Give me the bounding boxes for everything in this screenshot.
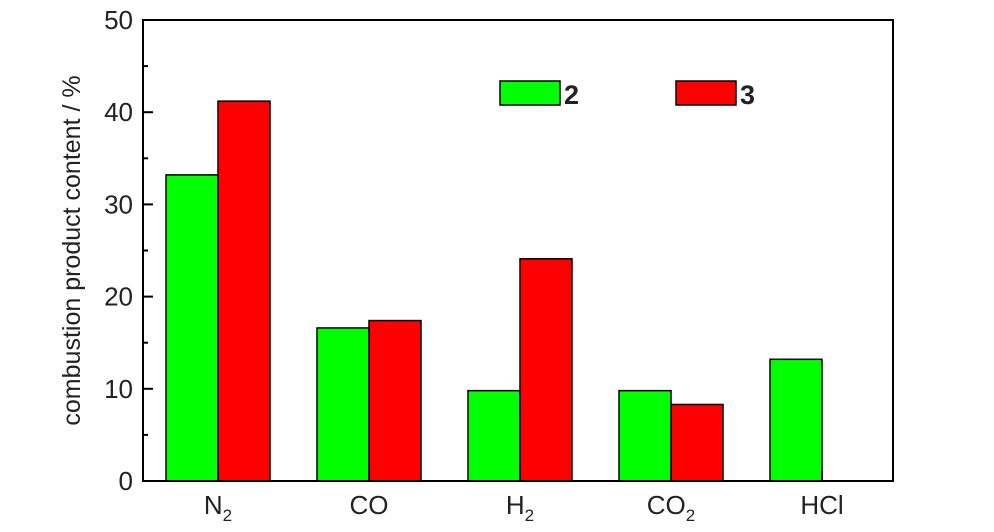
bar-series-3-h2 xyxy=(519,258,573,482)
x-axis-ticks: N2 CO H2 CO2 HCl xyxy=(204,471,844,525)
y-axis-title: combustion product content / % xyxy=(58,75,86,425)
y-tick-label: 10 xyxy=(104,374,133,404)
legend-swatch-3 xyxy=(675,80,737,106)
y-tick-label: 20 xyxy=(104,282,133,312)
y-tick-label: 30 xyxy=(104,189,133,219)
x-tick-label: H2 xyxy=(506,490,534,525)
bar-series-2-hcl xyxy=(769,358,823,482)
x-tick-label: HCl xyxy=(800,490,843,520)
y-tick-label: 50 xyxy=(104,5,133,35)
legend-swatch-2 xyxy=(499,80,561,106)
bar-series-3-co2 xyxy=(670,403,724,482)
bar-series-3-n2 xyxy=(217,100,271,482)
bars-group xyxy=(165,100,823,482)
legend-label-3: 3 xyxy=(740,80,755,110)
x-tick-label: CO2 xyxy=(647,490,695,525)
y-axis-title-group: combustion product content / % xyxy=(58,75,86,425)
bar-series-2-co2 xyxy=(618,389,672,482)
legend-label-2: 2 xyxy=(564,80,579,110)
x-tick-label: N2 xyxy=(204,490,232,525)
x-tick-label: CO xyxy=(350,490,389,520)
y-tick-label: 40 xyxy=(104,97,133,127)
bar-series-2-co xyxy=(316,327,370,482)
y-tick-label: 0 xyxy=(119,466,133,496)
y-axis-ticks: 0 10 20 30 40 50 xyxy=(104,5,153,496)
bar-series-2-n2 xyxy=(165,174,219,482)
bar-series-3-co xyxy=(368,319,422,482)
bar-series-2-h2 xyxy=(467,389,521,482)
